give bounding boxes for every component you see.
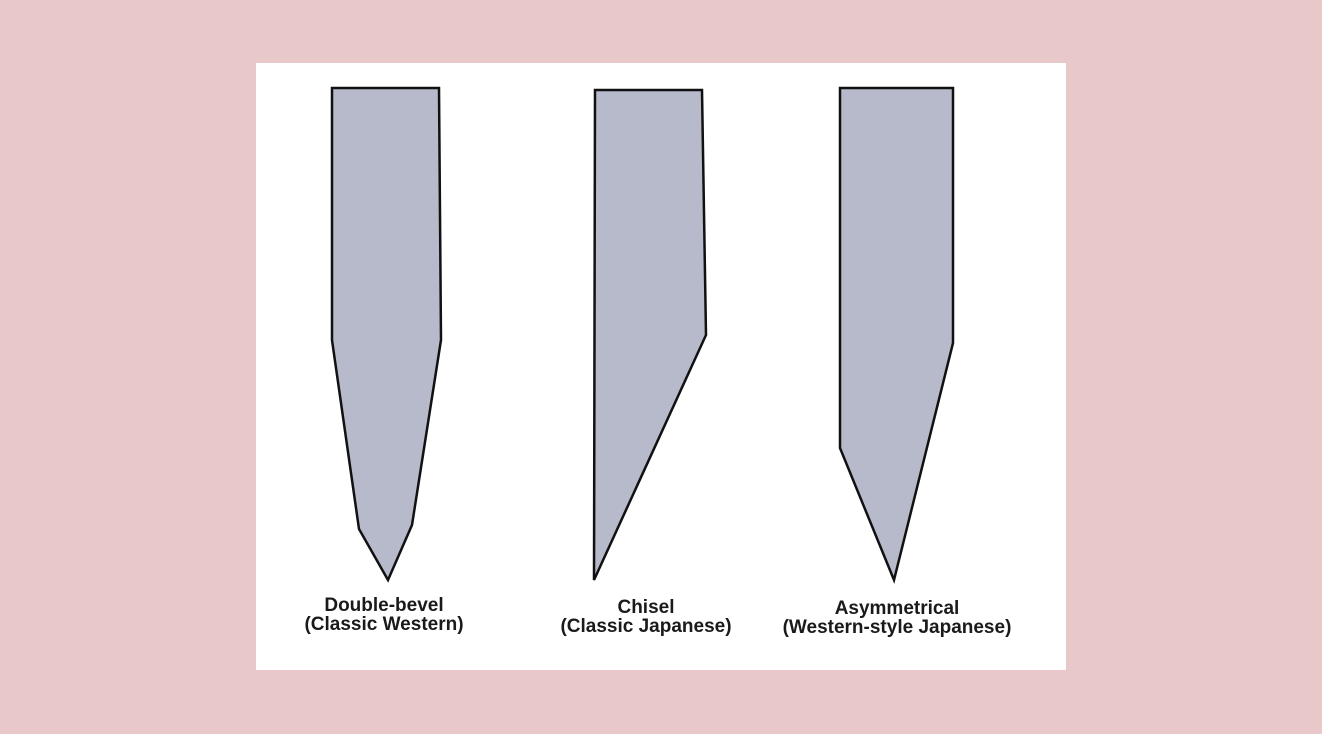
double-bevel-label: Double-bevel [324,595,444,616]
chisel-caption: Chisel (Classic Japanese) [536,598,756,636]
chisel-subtitle: (Classic Japanese) [560,616,732,637]
chisel-blade-shape [592,88,708,581]
asymmetrical-subtitle: (Western-style Japanese) [782,617,1012,638]
blade-diagram [330,86,955,585]
asymmetrical-blade-shape [838,86,955,585]
double-bevel-subtitle: (Classic Western) [304,614,464,635]
diagram-panel: Double-bevel (Classic Western) Chisel (C… [256,63,1066,670]
double-bevel-caption: Double-bevel (Classic Western) [284,596,484,634]
double-bevel-blade-shape [330,86,443,583]
chisel-label: Chisel [617,597,675,618]
asymmetrical-label: Asymmetrical [834,598,960,619]
asymmetrical-caption: Asymmetrical (Western-style Japanese) [756,599,1038,637]
